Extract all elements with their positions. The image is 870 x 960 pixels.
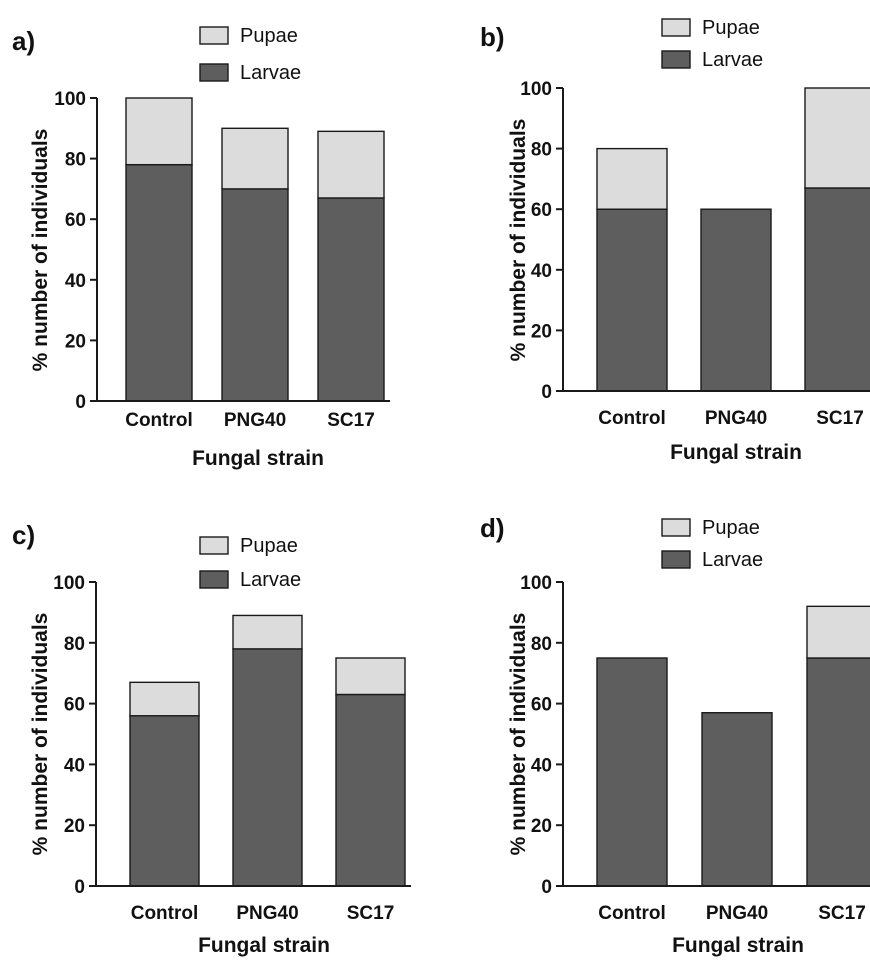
y-tick-label: 100 — [54, 89, 86, 110]
x-tick-label: Control — [598, 903, 666, 924]
legend-swatch-larvae — [661, 50, 691, 69]
legend-swatch-larvae — [199, 570, 229, 589]
bar-larvae-sc17 — [804, 187, 870, 392]
y-tick-label: 40 — [531, 755, 552, 776]
legend-label-pupae: Pupae — [702, 17, 760, 39]
y-tick-label: 20 — [531, 321, 552, 342]
panel-label: c) — [12, 520, 35, 550]
bar-larvae-control — [596, 208, 668, 392]
x-tick-label: Control — [598, 408, 666, 429]
bar-larvae-png40 — [232, 648, 303, 887]
bar-pupae-control — [596, 147, 668, 210]
legend-label-pupae: Pupae — [240, 25, 298, 47]
legend-label-pupae: Pupae — [240, 535, 298, 557]
y-tick-label: 40 — [531, 261, 552, 282]
x-tick-label: SC17 — [327, 410, 375, 431]
x-axis-title: Fungal strain — [670, 441, 802, 464]
bar-larvae-control — [129, 715, 200, 887]
panel-label: b) — [480, 22, 505, 52]
y-tick-label: 80 — [64, 634, 85, 655]
bar-larvae-png40 — [221, 188, 289, 402]
x-tick-label: PNG40 — [705, 408, 767, 429]
bar-larvae-sc17 — [317, 197, 385, 402]
y-tick-label: 60 — [531, 695, 552, 716]
bar-pupae-control — [129, 681, 200, 717]
chart-panel-2: c) Pupae Larvae Control PNG40 SC17 0 20 40 60 80 10… — [12, 520, 411, 957]
y-tick-label: 100 — [520, 573, 552, 594]
x-axis-title: Fungal strain — [192, 447, 324, 470]
y-tick-label: 80 — [531, 140, 552, 161]
y-tick-label: 0 — [75, 392, 86, 413]
x-tick-label: Control — [125, 410, 193, 431]
bar-pupae-sc17 — [804, 87, 870, 189]
x-tick-label: PNG40 — [706, 903, 768, 924]
panel-label: d) — [480, 513, 505, 543]
bar-pupae-sc17 — [317, 130, 385, 199]
x-tick-label: SC17 — [347, 903, 395, 924]
legend-swatch-larvae — [199, 63, 229, 82]
y-tick-label: 0 — [541, 382, 552, 403]
bar-larvae-png40 — [700, 208, 772, 392]
y-tick-label: 20 — [531, 816, 552, 837]
y-tick-label: 0 — [541, 877, 552, 898]
bar-larvae-control — [596, 657, 668, 887]
bar-pupae-png40 — [232, 614, 303, 650]
bar-larvae-sc17 — [335, 693, 406, 887]
legend-label-larvae: Larvae — [702, 49, 763, 71]
y-tick-label: 20 — [64, 816, 85, 837]
y-tick-label: 60 — [531, 200, 552, 221]
legend-label-larvae: Larvae — [240, 569, 301, 591]
y-axis-title: % number of individuals — [29, 129, 52, 372]
y-tick-label: 60 — [64, 695, 85, 716]
y-tick-label: 40 — [65, 271, 86, 292]
x-axis-title: Fungal strain — [672, 934, 804, 957]
x-tick-label: SC17 — [816, 408, 864, 429]
y-tick-label: 80 — [531, 634, 552, 655]
bar-pupae-control — [125, 97, 193, 166]
y-axis-title: % number of individuals — [29, 613, 52, 856]
x-tick-label: PNG40 — [224, 410, 286, 431]
y-tick-label: 80 — [65, 150, 86, 171]
y-tick-label: 100 — [520, 79, 552, 100]
x-axis-title: Fungal strain — [198, 934, 330, 957]
bar-larvae-sc17 — [806, 657, 870, 887]
y-tick-label: 60 — [65, 210, 86, 231]
y-tick-label: 40 — [64, 755, 85, 776]
chart-panel-1: b) Pupae Larvae Control PNG40 SC17 0 20 40 60 80 10… — [480, 17, 870, 464]
legend-label-larvae: Larvae — [702, 549, 763, 571]
x-tick-label: Control — [131, 903, 199, 924]
legend-swatch-pupae — [199, 26, 229, 45]
bar-larvae-png40 — [701, 712, 773, 887]
legend-label-larvae: Larvae — [240, 62, 301, 84]
y-axis-title: % number of individuals — [507, 613, 530, 856]
bar-pupae-png40 — [221, 127, 289, 190]
legend-label-pupae: Pupae — [702, 517, 760, 539]
x-tick-label: SC17 — [818, 903, 866, 924]
legend-swatch-larvae — [661, 550, 691, 569]
bar-pupae-sc17 — [806, 605, 870, 659]
bar-pupae-sc17 — [335, 657, 406, 696]
chart-panel-3: d) Pupae Larvae Control PNG40 SC17 0 20 40 60 80 10… — [480, 513, 870, 957]
bar-larvae-control — [125, 163, 193, 402]
panel-label: a) — [12, 26, 35, 56]
legend-swatch-pupae — [199, 536, 229, 555]
x-tick-label: PNG40 — [236, 903, 298, 924]
legend-swatch-pupae — [661, 18, 691, 37]
legend-swatch-pupae — [661, 518, 691, 537]
y-tick-label: 100 — [53, 573, 85, 594]
y-tick-label: 20 — [65, 331, 86, 352]
y-tick-label: 0 — [74, 877, 85, 898]
chart-panel-0: a) Pupae Larvae Control PNG40 SC17 0 20 40 60 80 10… — [12, 25, 390, 470]
y-axis-title: % number of individuals — [507, 119, 530, 362]
